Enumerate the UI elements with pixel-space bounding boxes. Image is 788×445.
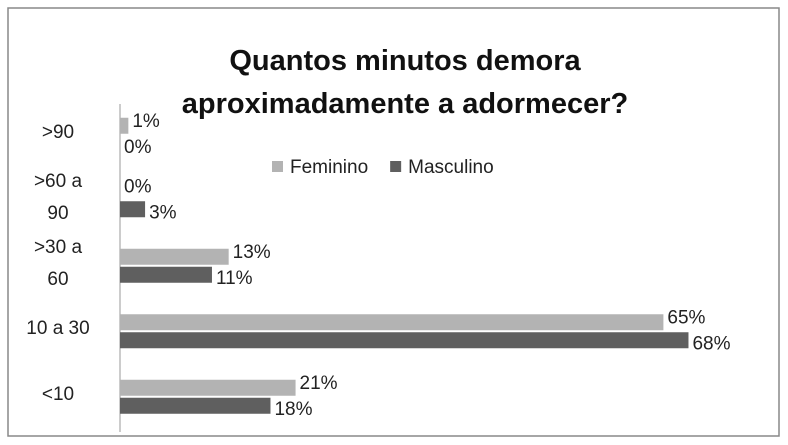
legend-label: Feminino: [290, 157, 368, 178]
bar: [120, 379, 296, 396]
value-label: 68%: [692, 333, 730, 354]
y-tick-label: 10 a 30: [26, 318, 90, 340]
value-label: 18%: [274, 399, 312, 420]
bar: [120, 201, 146, 218]
chart-frame: [7, 7, 780, 437]
bar: [120, 397, 271, 414]
value-label: 0%: [124, 137, 152, 158]
y-tick-label: >90: [41, 121, 75, 143]
bar: [120, 117, 129, 134]
value-label: 65%: [667, 307, 705, 328]
chart-title: Quantos minutos demora aproximadamente a…: [181, 45, 629, 120]
legend-label: Masculino: [408, 157, 494, 178]
value-label: 13%: [233, 242, 271, 263]
value-label: 1%: [132, 111, 160, 132]
y-tick-label: >60 a 90: [33, 171, 83, 225]
value-label: 21%: [300, 373, 338, 394]
value-label: 0%: [124, 176, 152, 197]
legend-swatch: [390, 161, 402, 172]
bar: [120, 266, 212, 283]
bar: [120, 248, 229, 265]
legend-swatch: [272, 161, 283, 172]
value-label: 11%: [216, 268, 253, 289]
y-tick-label: >30 a 60: [33, 236, 83, 290]
bar: [120, 314, 664, 331]
bar: [120, 332, 689, 349]
y-tick-label: <10: [41, 383, 75, 405]
value-label: 3%: [149, 202, 177, 223]
